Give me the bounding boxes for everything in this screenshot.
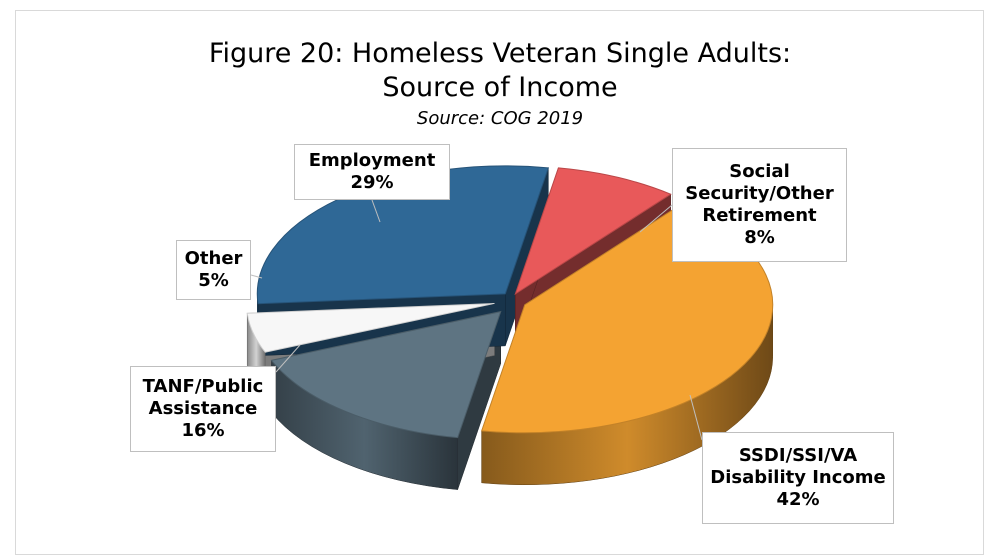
- label-social-line-3: Retirement: [702, 205, 817, 226]
- callout-tanf: TANF/Public Assistance 16%: [130, 366, 276, 452]
- callout-ssdi: SSDI/SSI/VA Disability Income 42%: [702, 432, 894, 524]
- label-social-line-2: Security/Other: [685, 183, 834, 204]
- pie-slice-social: [514, 167, 672, 296]
- label-other-line-1: Other: [184, 248, 243, 269]
- label-tanf-line-1: TANF/Public: [142, 376, 264, 397]
- label-social-line-1: Social: [729, 161, 790, 182]
- pie-slice-tanf: [270, 310, 502, 439]
- label-employment-line-1: Employment: [308, 150, 436, 171]
- chart-subtitle: Source: COG 2019: [416, 108, 584, 129]
- leader-line-social: [639, 204, 673, 233]
- label-tanf-pct: 16%: [181, 420, 225, 441]
- callout-social-security: Social Security/Other Retirement 8%: [672, 148, 847, 262]
- leader-line-ssdi: [689, 394, 703, 441]
- label-other-pct: 5%: [198, 270, 229, 291]
- callout-employment: Employment 29%: [294, 144, 450, 200]
- leader-line-other: [250, 274, 263, 279]
- chart-title-line-2: Source of Income: [382, 72, 618, 103]
- label-tanf-line-2: Assistance: [148, 398, 258, 419]
- pie-slice-other: [246, 302, 495, 353]
- leader-line-tanf: [275, 344, 301, 373]
- chart-title-line-1: Figure 20: Homeless Veteran Single Adult…: [208, 38, 792, 69]
- label-ssdi-pct: 42%: [776, 489, 820, 510]
- leader-line-employment: [371, 199, 381, 223]
- callout-other: Other 5%: [176, 240, 251, 300]
- label-ssdi-line-1: SSDI/SSI/VA: [738, 445, 858, 466]
- label-employment-pct: 29%: [350, 172, 394, 193]
- label-ssdi-line-2: Disability Income: [710, 467, 886, 488]
- label-social-pct: 8%: [744, 227, 775, 248]
